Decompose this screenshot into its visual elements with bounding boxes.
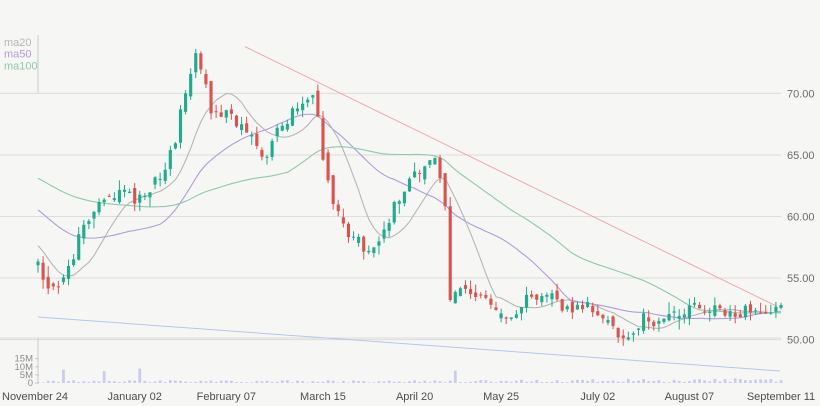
svg-text:April 20: April 20: [396, 391, 433, 403]
svg-text:September 11: September 11: [747, 391, 815, 403]
svg-text:70.00: 70.00: [787, 88, 815, 100]
svg-text:15M: 15M: [15, 354, 34, 365]
svg-text:50.00: 50.00: [787, 335, 815, 347]
svg-text:February 07: February 07: [197, 391, 256, 403]
svg-text:ma20: ma20: [4, 37, 32, 49]
svg-text:65.00: 65.00: [787, 150, 815, 162]
svg-text:ma100: ma100: [4, 60, 38, 72]
svg-text:55.00: 55.00: [787, 273, 815, 285]
svg-text:March 15: March 15: [300, 391, 346, 403]
svg-text:60.00: 60.00: [787, 212, 815, 224]
svg-text:November 24: November 24: [2, 391, 68, 403]
svg-text:May 25: May 25: [483, 391, 519, 403]
svg-text:ma50: ma50: [4, 49, 32, 61]
svg-text:August 07: August 07: [665, 391, 715, 403]
svg-text:July 02: July 02: [580, 391, 615, 403]
svg-text:January 02: January 02: [107, 391, 161, 403]
